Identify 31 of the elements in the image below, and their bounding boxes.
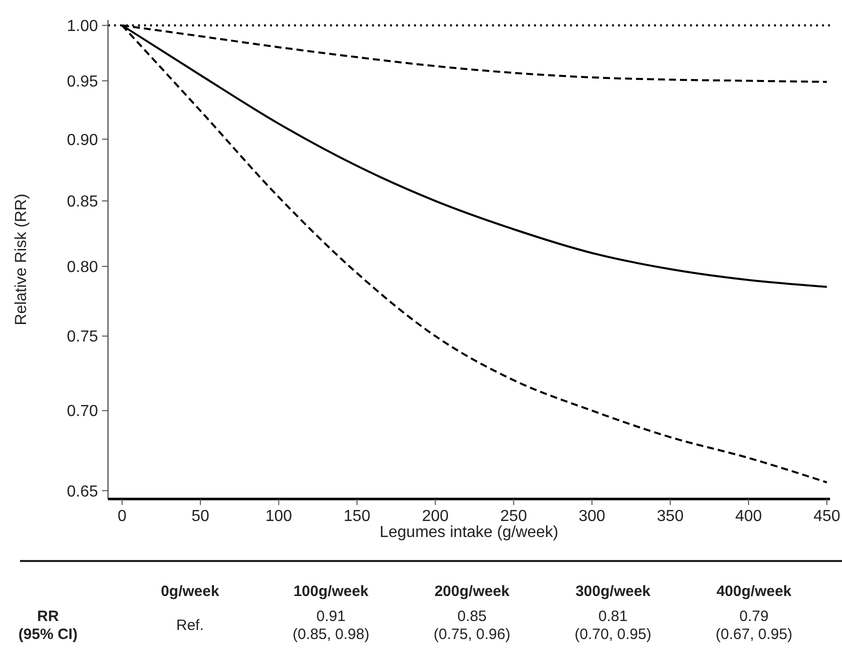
y-axis-title: Relative Risk (RR) — [13, 194, 30, 326]
text: 100g/week — [293, 583, 370, 600]
text: Ref. — [176, 617, 204, 634]
y-tick-label: 0.85 — [66, 194, 98, 211]
text: RR (95% CI) — [18, 608, 78, 643]
x-tick-label: 300 — [578, 508, 606, 525]
text: 400g/week — [716, 583, 792, 600]
text: 0g/week — [160, 583, 220, 600]
x-tick-label: 400 — [735, 508, 762, 525]
x-tick-label: 450 — [814, 508, 840, 525]
x-tick-label: 250 — [500, 508, 528, 525]
x-axis-title: Legumes intake (g/week) — [380, 524, 558, 541]
text: 0.81 (0.70, 0.95) — [574, 608, 652, 643]
text: 0.79 (0.67, 0.95) — [716, 608, 792, 643]
y-tick-label: 0.95 — [66, 73, 98, 90]
y-tick-label: 0.70 — [66, 403, 98, 420]
y-tick-label: 0.65 — [66, 483, 98, 500]
x-tick-label: 350 — [656, 508, 684, 525]
y-tick-label: 0.80 — [66, 258, 98, 276]
x-tick-label: 150 — [344, 508, 370, 525]
text: 0.85 (0.75, 0.96) — [434, 608, 510, 643]
text: 200g/week — [434, 583, 510, 600]
text: 300g/week — [575, 583, 652, 600]
x-tick-label: 0 — [118, 508, 127, 525]
y-tick-label: 1.00 — [66, 18, 98, 35]
y-tick-label: 0.75 — [66, 328, 98, 346]
text: 0.91 (0.85, 0.98) — [292, 608, 370, 643]
x-tick-label: 50 — [192, 508, 210, 525]
x-tick-label: 200 — [422, 508, 449, 525]
y-tick-label: 0.90 — [66, 132, 98, 149]
x-tick-label: 100 — [265, 508, 292, 525]
